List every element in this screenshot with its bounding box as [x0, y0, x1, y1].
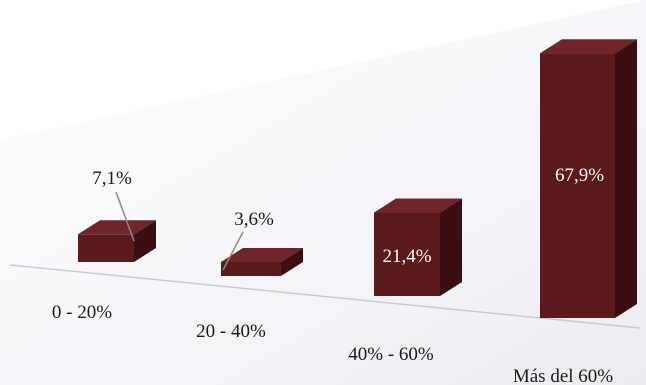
bar	[78, 220, 156, 262]
bar	[374, 198, 462, 296]
leader-line	[115, 191, 135, 242]
floor-line	[9, 264, 641, 329]
bar-side	[134, 220, 156, 262]
bar-front	[540, 53, 615, 318]
bars-layer	[78, 39, 637, 318]
category-label: 40% - 60%	[348, 344, 434, 365]
category-label: 0 - 20%	[52, 302, 112, 323]
bar-side	[615, 39, 637, 318]
data-label: 67,9%	[555, 165, 604, 186]
bar	[221, 247, 303, 276]
category-label: Más del 60%	[513, 366, 613, 385]
bar-front	[78, 234, 134, 262]
bar-top	[374, 198, 462, 213]
leader-line	[222, 231, 244, 271]
data-label: 3,6%	[234, 209, 274, 230]
bar-top	[78, 220, 156, 235]
category-label: 20 - 40%	[196, 321, 266, 342]
data-label: 21,4%	[382, 246, 431, 267]
bar	[540, 39, 637, 318]
data-labels-layer: 7,1% 3,6% 21,4% 67,9%	[92, 165, 604, 271]
bar-side	[281, 247, 303, 276]
bar-front	[374, 212, 440, 296]
bar-front	[221, 261, 281, 276]
bar-side	[440, 198, 462, 296]
bar-top	[221, 247, 303, 262]
bar-top	[540, 39, 637, 54]
category-labels-layer: 0 - 20% 20 - 40% 40% - 60% Más del 60%	[52, 302, 613, 385]
data-label: 7,1%	[92, 168, 132, 189]
